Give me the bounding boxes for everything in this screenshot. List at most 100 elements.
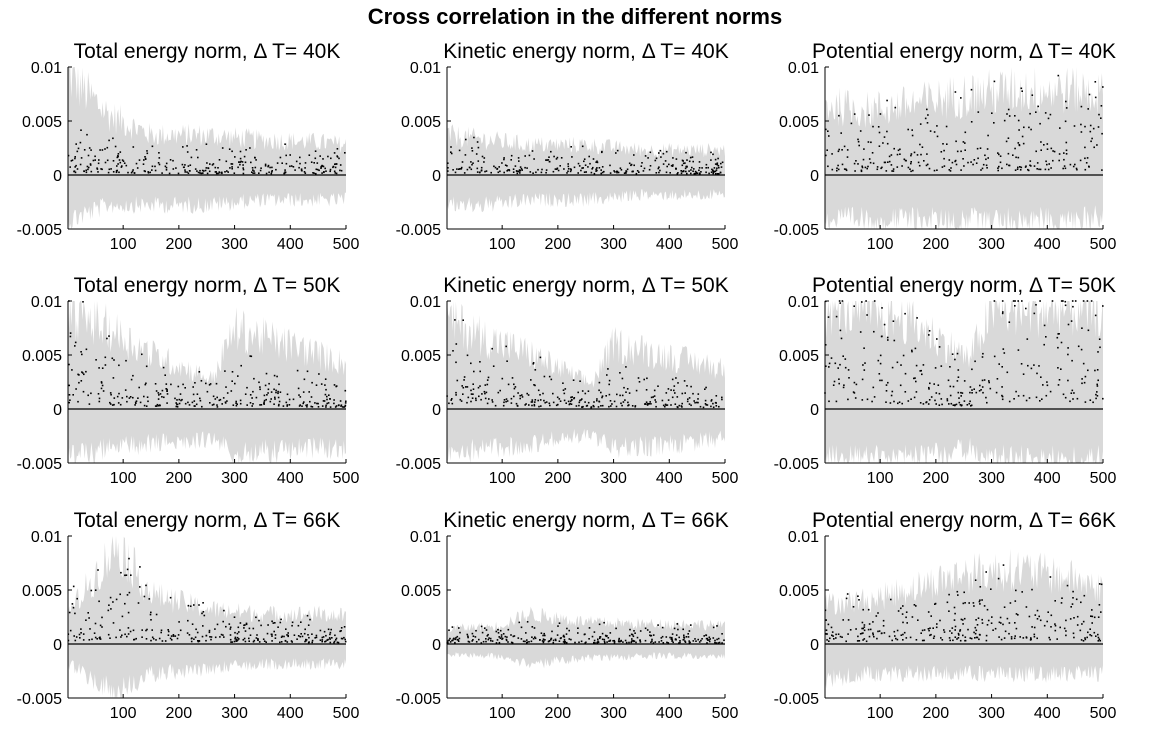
data-point — [963, 617, 966, 620]
data-point — [459, 631, 461, 634]
data-point — [1071, 389, 1074, 392]
data-point — [712, 170, 714, 172]
data-point — [915, 605, 917, 607]
confidence-band — [68, 536, 346, 698]
data-point — [503, 158, 505, 161]
data-point — [499, 389, 501, 392]
data-point — [130, 171, 133, 174]
data-point — [616, 171, 618, 174]
data-point — [1054, 600, 1056, 602]
data-point — [1007, 108, 1010, 111]
data-point — [990, 588, 992, 590]
data-point — [73, 170, 76, 172]
data-point — [156, 403, 159, 406]
data-point — [603, 640, 606, 643]
data-point — [571, 396, 573, 398]
data-point — [176, 637, 179, 640]
data-point — [853, 305, 855, 307]
data-point — [1001, 300, 1004, 302]
data-point — [112, 137, 114, 140]
data-point — [248, 627, 251, 630]
data-point — [632, 635, 635, 638]
data-point — [216, 406, 219, 408]
data-point — [681, 402, 683, 405]
data-point — [293, 634, 296, 636]
data-point — [677, 382, 679, 384]
data-point — [249, 634, 252, 636]
data-point — [491, 401, 494, 403]
data-point — [300, 633, 302, 635]
data-point — [1015, 390, 1017, 393]
data-point — [686, 165, 688, 168]
data-point — [227, 171, 229, 173]
data-point — [466, 386, 469, 388]
data-point — [454, 638, 457, 641]
data-point — [110, 393, 112, 396]
data-point — [1090, 140, 1092, 143]
data-point — [126, 635, 128, 638]
data-point — [1080, 639, 1083, 641]
data-point — [110, 168, 112, 170]
data-point — [945, 125, 948, 128]
data-point — [108, 335, 110, 337]
data-point — [714, 163, 717, 165]
data-point — [472, 639, 474, 641]
data-point — [292, 398, 295, 401]
data-point — [172, 159, 174, 162]
data-point — [955, 403, 958, 406]
data-point — [666, 165, 668, 168]
data-point — [291, 624, 293, 627]
data-point — [289, 154, 291, 156]
data-point — [145, 365, 148, 368]
data-point — [255, 396, 258, 399]
data-point — [117, 163, 119, 165]
data-point — [201, 169, 204, 172]
data-point — [960, 404, 963, 407]
data-point — [1063, 152, 1065, 154]
data-point — [577, 391, 579, 394]
y-tick-label: 0 — [53, 402, 62, 419]
data-point — [596, 167, 598, 169]
data-point — [1080, 601, 1082, 604]
data-point — [975, 629, 978, 632]
data-point — [667, 399, 670, 401]
data-point — [622, 641, 624, 643]
data-point — [891, 639, 893, 642]
data-point — [489, 637, 492, 640]
data-point — [1098, 338, 1101, 340]
data-point — [1073, 392, 1075, 394]
data-point — [267, 165, 269, 168]
data-point — [934, 367, 937, 369]
data-point — [239, 622, 242, 624]
data-point — [245, 622, 248, 625]
data-point — [598, 381, 601, 384]
data-point — [570, 399, 573, 401]
data-point — [1100, 583, 1103, 586]
data-point — [948, 403, 950, 405]
y-tick-label: -0.005 — [396, 691, 441, 708]
data-point — [97, 393, 100, 395]
data-point — [685, 636, 688, 638]
data-point — [151, 145, 154, 148]
data-point — [521, 396, 524, 398]
data-point — [712, 172, 714, 175]
data-point — [659, 149, 662, 152]
data-point — [969, 400, 971, 403]
data-point — [177, 172, 180, 175]
data-point — [881, 166, 883, 169]
data-point — [306, 614, 309, 617]
data-point — [934, 603, 936, 605]
data-point — [882, 625, 885, 627]
data-point — [258, 172, 260, 174]
data-point — [826, 639, 828, 641]
data-point — [852, 606, 855, 608]
data-point — [581, 167, 583, 169]
data-point — [260, 167, 262, 169]
data-point — [888, 160, 891, 163]
data-point — [288, 398, 291, 401]
data-point — [670, 164, 673, 167]
data-point — [900, 607, 902, 610]
data-point — [672, 157, 674, 159]
data-point — [462, 386, 465, 389]
data-point — [265, 398, 267, 401]
